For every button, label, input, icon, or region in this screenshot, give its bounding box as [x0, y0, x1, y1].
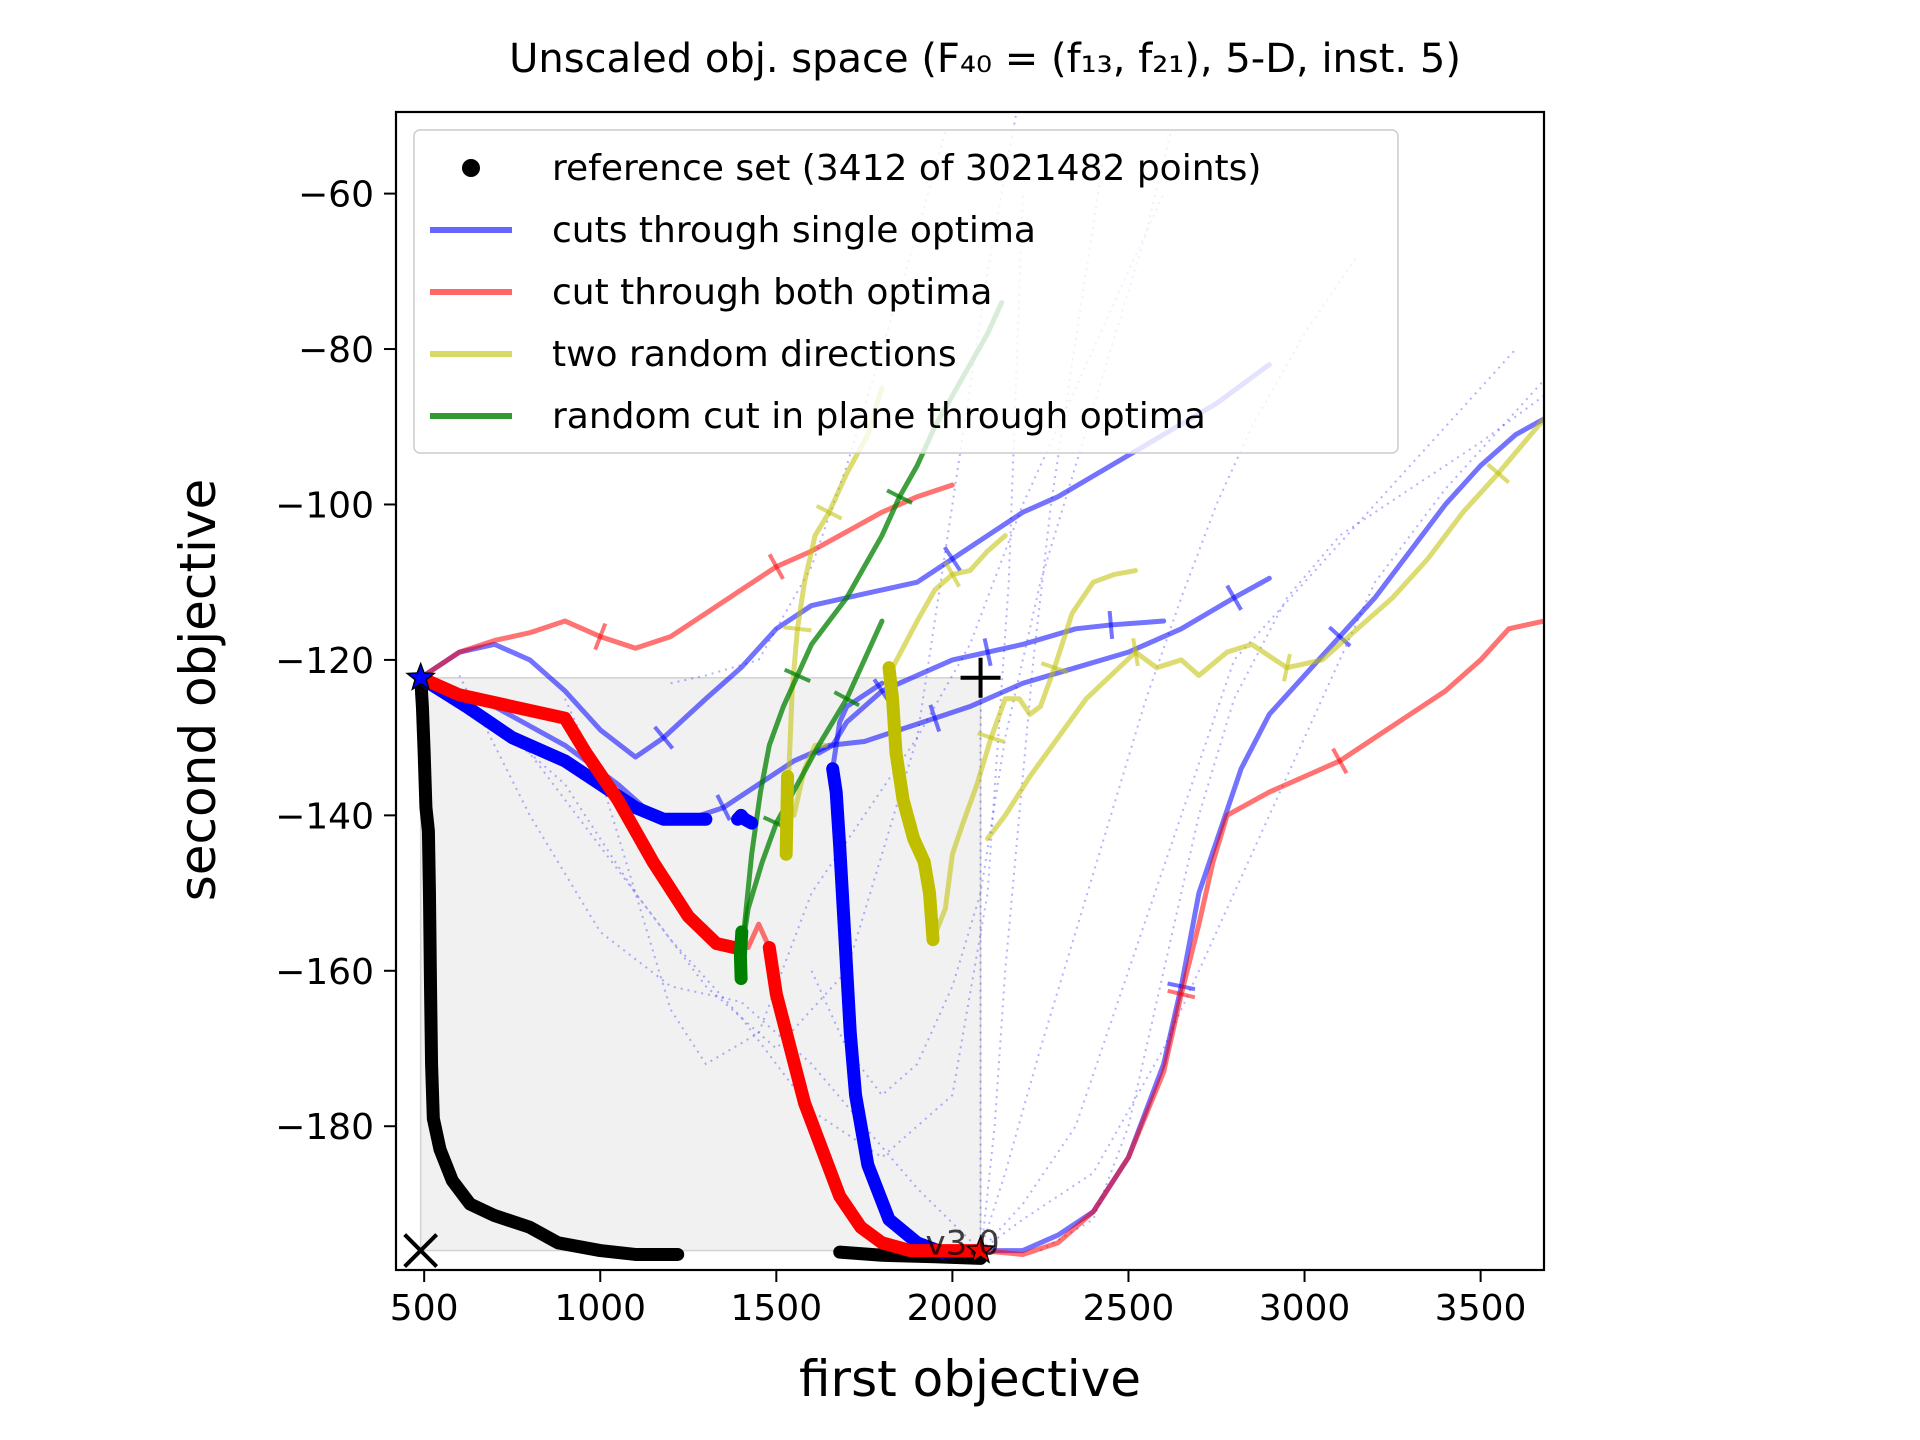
- plot-frame: [394, 110, 1546, 1272]
- special-markers: [403, 657, 1001, 1268]
- plot-area: [403, 115, 1544, 1268]
- series-tick-mark: [767, 553, 785, 580]
- series-tick-mark: [1167, 988, 1196, 1000]
- x-tick-label: 3500: [1435, 1288, 1527, 1329]
- series-tick-mark: [653, 725, 675, 750]
- y-tick-label: −100: [275, 485, 374, 526]
- x-tick-label: 500: [390, 1288, 459, 1329]
- series-tick-mark: [1486, 462, 1511, 485]
- x-tick-label: 2500: [1083, 1288, 1175, 1329]
- series-tick-mark: [1331, 747, 1349, 775]
- series-tick-mark: [1225, 584, 1243, 611]
- series-line-both-5: [418, 482, 955, 681]
- legend-label: cut through both optima: [552, 272, 992, 313]
- legend: reference set (3412 of 3021482 points) cu…: [413, 129, 1399, 454]
- legend-label: cuts through single optima: [552, 210, 1036, 251]
- series-tick-mark: [886, 488, 913, 505]
- series-line-plane-14: [738, 618, 885, 958]
- series-line-single-3: [830, 680, 885, 772]
- series-tick-mark: [833, 690, 861, 708]
- faint-cut-line: [979, 379, 1544, 1252]
- series-tick-mark: [815, 504, 843, 521]
- x-tick-label: 3000: [1259, 1288, 1351, 1329]
- series-line-random-dir-12: [985, 416, 1544, 842]
- x-axis-label: first objective: [799, 1350, 1141, 1408]
- faint-cut-line: [979, 348, 1517, 1252]
- series-line-single-thick-18: [731, 808, 759, 830]
- series-tick-mark: [593, 622, 608, 651]
- series-tick-mark: [943, 561, 961, 588]
- series-line-random-dir-8: [783, 385, 885, 857]
- series-tick-mark: [982, 638, 993, 667]
- series-tick-mark: [783, 625, 812, 633]
- series-tick-mark: [942, 546, 962, 572]
- legend-box: [413, 129, 1399, 454]
- series-line-single-0: [418, 362, 1272, 760]
- ideal-point-x-marker: [403, 1233, 439, 1268]
- version-watermark: v3.0: [925, 1224, 999, 1264]
- series-line-random-dir-thick-22: [882, 661, 940, 947]
- y-tick-label: −80: [298, 330, 374, 371]
- series-line-random-dir-11: [930, 568, 1139, 943]
- series-line-plane-thick-24: [733, 925, 749, 986]
- series-lines: [414, 299, 1544, 1265]
- series-line-single-2: [816, 618, 1167, 756]
- legend-label: two random directions: [552, 334, 957, 375]
- legend-label: random cut in plane through optima: [552, 396, 1206, 437]
- series-tick-mark: [928, 704, 942, 733]
- x-axis: 500 1000 1500 2000 2500 3000 3500: [390, 1270, 1527, 1329]
- faint-cut-line: [979, 659, 983, 1251]
- series-tick-mark: [1281, 653, 1292, 682]
- series-tick-mark: [1107, 610, 1115, 640]
- series-tick-mark: [1040, 661, 1069, 675]
- series-line-random-dir-thick-23: [779, 769, 795, 861]
- legend-marker: [462, 159, 480, 177]
- y-tick-label: −120: [275, 641, 374, 682]
- series-tick-mark: [783, 667, 812, 684]
- series-tick-mark: [715, 794, 732, 822]
- dominated-region: [419, 677, 982, 1252]
- optimum-2-star-marker: [965, 1234, 996, 1264]
- series-line-both-7: [978, 618, 1544, 1257]
- y-axis: −180 −160 −140 −120 −100 −80 −60: [275, 175, 396, 1148]
- series-line-reference-15: [414, 671, 685, 1261]
- series-tick-mark: [1131, 638, 1140, 667]
- y-tick-label: −60: [298, 175, 374, 216]
- y-tick-label: −180: [275, 1107, 374, 1148]
- nadir-point-plus-marker: [960, 657, 1001, 698]
- series-line-both-thick-21: [762, 940, 988, 1258]
- series-line-both-thick-20: [414, 671, 741, 954]
- series-tick-mark: [977, 731, 1006, 744]
- series-line-single-1: [418, 575, 1272, 822]
- y-tick-label: −140: [275, 796, 374, 837]
- faint-cut-line: [810, 131, 1172, 1097]
- optimum-1-star-marker: [405, 661, 437, 691]
- x-tick-label: 1500: [731, 1288, 823, 1329]
- y-tick-label: −160: [275, 952, 374, 993]
- faint-cut-line: [1039, 394, 1544, 1252]
- x-tick-label: 2000: [907, 1288, 999, 1329]
- x-tick-label: 1000: [554, 1288, 646, 1329]
- y-axis-label: second objective: [169, 479, 227, 902]
- series-tick-mark: [1328, 625, 1352, 648]
- legend-label: reference set (3412 of 3021482 points): [552, 148, 1261, 189]
- chart-title: Unscaled obj. space (F₄₀ = (f₁₃, f₂₁), 5…: [509, 36, 1461, 82]
